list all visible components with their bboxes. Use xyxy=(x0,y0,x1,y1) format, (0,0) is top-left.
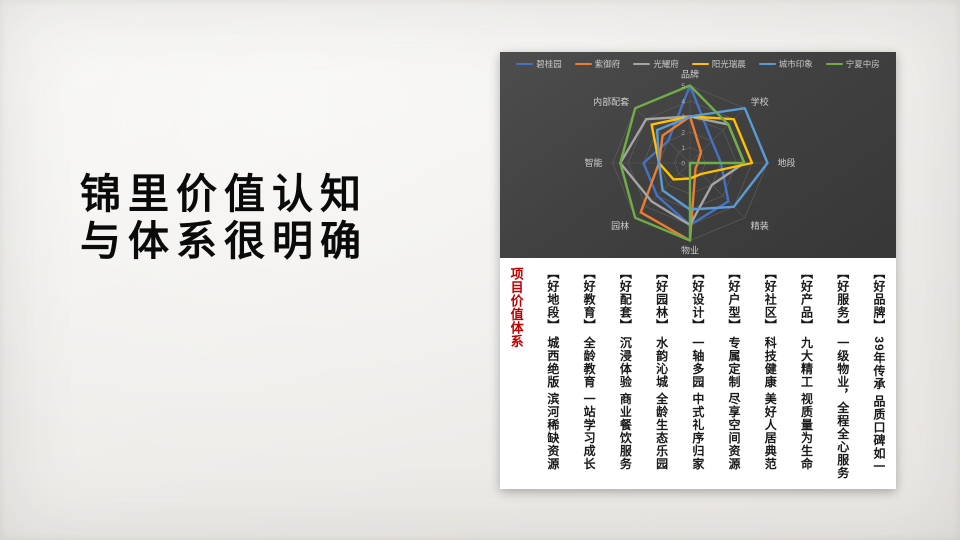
slide-title-line2: 与体系很明确 xyxy=(80,218,368,264)
legend-label: 碧桂园 xyxy=(536,59,562,69)
legend-line-swatch xyxy=(633,62,651,66)
value-column: 【好园林】 水韵沁城 全龄生态乐园 xyxy=(654,267,669,471)
legend-item: 城市印象 xyxy=(758,58,813,70)
axis-label: 物业 xyxy=(681,245,699,256)
legend-item: 阳光瑞晨 xyxy=(691,58,746,70)
axis-label: 精装 xyxy=(751,220,769,231)
tick-label: 3 xyxy=(681,114,685,121)
value-column: 【好品牌】 39年传承 品质口碑如一 xyxy=(871,267,885,474)
legend-line-swatch xyxy=(574,62,592,66)
legend-label: 光耀府 xyxy=(653,59,679,69)
value-column: 【好产品】 九大精工 视质量为生命 xyxy=(799,267,814,471)
legend-label: 宁夏中房 xyxy=(845,59,880,69)
legend-label: 紫御府 xyxy=(594,59,621,69)
value-table-title: 项目价值体系 xyxy=(509,267,524,348)
value-column: 【好配套】 沉浸体验 商业餐饮服务 xyxy=(618,267,633,471)
legend-item: 宁夏中房 xyxy=(825,58,880,70)
axis-label: 内部配套 xyxy=(593,96,629,107)
legend-line-swatch xyxy=(825,62,843,66)
content-panel: 碧桂园 紫御府 光耀府 阳光瑞晨 城市印象 宁夏中房 0 1 2 3 4 5 品牌学校地段精装物业 园林… xyxy=(500,52,896,489)
legend-item: 碧桂园 xyxy=(516,58,562,70)
axis-label: 园林 xyxy=(611,220,629,231)
value-column: 【好户型】 专属定制 尽享空间资源 xyxy=(727,267,742,471)
tick-label: 2 xyxy=(681,130,685,137)
legend-item: 紫御府 xyxy=(574,58,621,70)
value-columns: 项目价值体系 【好地段】 城西绝版 滨河稀缺资源 【好教育】 全龄教育 一站学习成长… xyxy=(509,267,885,484)
legend-label: 阳光瑞晨 xyxy=(711,59,746,69)
axis-label: 智能 xyxy=(584,157,602,168)
axis-label: 学校 xyxy=(751,96,769,107)
tick-label: 1 xyxy=(681,145,685,152)
tick-label: 4 xyxy=(681,99,685,106)
tick-label: 0 xyxy=(681,161,685,168)
value-column: 【好服务】 一级物业，全程全心服务 xyxy=(835,267,850,480)
legend-line-swatch xyxy=(516,62,534,66)
value-column: 【好社区】 科技健康 美好人居典范 xyxy=(763,267,778,471)
legend-line-swatch xyxy=(691,62,709,66)
radar-chart-area: 碧桂园 紫御府 光耀府 阳光瑞晨 城市印象 宁夏中房 0 1 2 3 4 5 品牌学校地段精装物业 园林… xyxy=(500,52,896,258)
slide-title-line1: 锦里价值认知 xyxy=(80,171,368,217)
value-table-area: 项目价值体系 【好地段】 城西绝版 滨河稀缺资源 【好教育】 全龄教育 一站学习成长… xyxy=(500,258,896,489)
chart-legend: 碧桂园 紫御府 光耀府 阳光瑞晨 城市印象 宁夏中房 xyxy=(500,58,896,70)
axis-label: 品牌 xyxy=(681,69,699,80)
slide-title: 锦里价值认知 与体系很明确 xyxy=(80,171,368,265)
legend-item: 光耀府 xyxy=(633,58,679,70)
value-column: 【好设计】 一轴多园 中式礼序归家 xyxy=(690,267,705,471)
legend-label: 城市印象 xyxy=(778,59,813,69)
legend-line-swatch xyxy=(758,62,776,66)
value-column: 【好教育】 全龄教育 一站学习成长 xyxy=(582,267,597,471)
value-column: 【好地段】 城西绝版 滨河稀缺资源 xyxy=(545,267,560,471)
tick-label: 5 xyxy=(681,83,685,90)
axis-label: 地段 xyxy=(778,157,796,168)
